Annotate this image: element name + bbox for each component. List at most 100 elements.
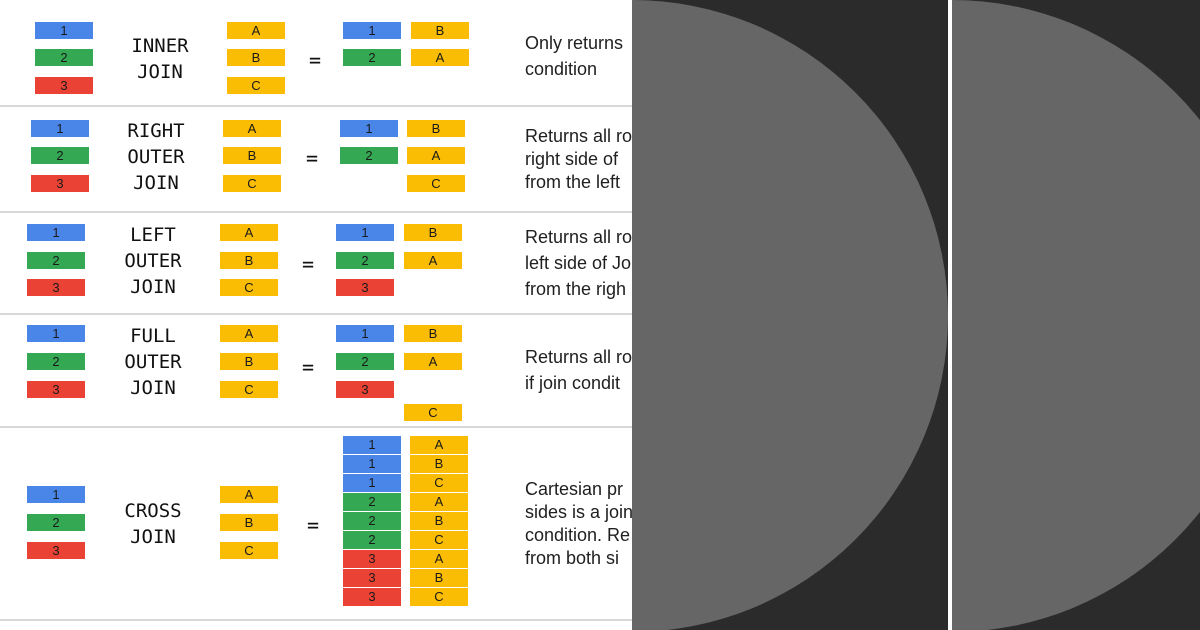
cell-b: B [220,252,278,269]
panel-divider [948,0,952,630]
description-line: Returns all ro [525,126,632,146]
cell-2: 2 [343,493,401,511]
cell-b: B [410,512,468,530]
cell-2: 2 [343,49,401,66]
equals-sign: = [307,513,320,537]
cell-2: 2 [27,252,85,269]
cell-1: 1 [35,22,93,39]
cell-b: B [410,455,468,473]
description-line: if join condit [525,373,621,393]
join-label-line: LEFT [130,224,176,246]
equals-sign: = [302,252,315,276]
row-separator [0,211,632,213]
cell-a: A [223,120,281,137]
cell-a: A [404,353,462,370]
description-line: Only returns [525,33,624,53]
cell-c: C [227,77,285,94]
cell-a: A [410,550,468,568]
cell-b: B [411,22,469,39]
join-label-line: OUTER [127,146,185,168]
cell-3: 3 [27,381,85,398]
description-line: from the left [525,172,621,192]
cell-2: 2 [343,512,401,530]
cell-a: A [220,486,278,503]
cell-1: 1 [31,120,89,137]
cell-3: 3 [343,588,401,606]
cell-3: 3 [343,569,401,587]
join-label: CROSS JOIN [108,498,198,550]
cell-a: A [220,325,278,342]
half-disc-right [952,0,1200,630]
cell-b: B [223,147,281,164]
description-line: condition. Re [525,525,631,545]
cell-b: B [407,120,465,137]
equals-sign: = [302,355,315,379]
cell-c: C [220,279,278,296]
join-label-line: RIGHT [127,120,185,142]
join-label: RIGHT OUTER JOIN [111,118,201,196]
description-line: Returns all ro [525,227,632,247]
cell-b: B [410,569,468,587]
cell-b: B [404,325,462,342]
description-line: Cartesian pr [525,479,624,499]
cell-b: B [227,49,285,66]
description-line: from the righ [525,279,627,299]
cell-2: 2 [35,49,93,66]
join-label: FULL OUTER JOIN [108,323,198,401]
join-label: INNER JOIN [115,33,205,85]
cell-c: C [220,381,278,398]
join-label-line: FULL [130,325,176,347]
cell-2: 2 [336,353,394,370]
equals-sign: = [306,146,319,170]
cell-1: 1 [27,486,85,503]
cell-2: 2 [343,531,401,549]
cell-c: C [220,542,278,559]
join-label-line: JOIN [130,377,176,399]
description-line: Returns all ro [525,347,632,367]
equals-sign: = [309,48,322,72]
cell-1: 1 [27,325,85,342]
description-line: left side of Jo [525,253,632,273]
cell-c: C [223,175,281,192]
join-label-line: JOIN [130,526,176,548]
cell-1: 1 [336,325,394,342]
cell-2: 2 [340,147,398,164]
description-line: condition [525,59,598,79]
cell-2: 2 [336,252,394,269]
join-label-line: JOIN [130,276,176,298]
join-label-line: OUTER [124,250,182,272]
cell-a: A [407,147,465,164]
cell-c: C [410,474,468,492]
cell-3: 3 [35,77,93,94]
cell-c: C [410,588,468,606]
cell-1: 1 [343,436,401,454]
cell-1: 1 [343,22,401,39]
row-separator [0,313,632,315]
cell-a: A [227,22,285,39]
join-label-line: OUTER [124,351,182,373]
description-line: from both si [525,548,620,568]
join-label: LEFT OUTER JOIN [108,222,198,300]
cell-c: C [410,531,468,549]
cell-3: 3 [343,550,401,568]
dark-panels [632,0,1200,630]
cell-a: A [410,493,468,511]
cell-3: 3 [336,381,394,398]
cell-2: 2 [31,147,89,164]
description-line: sides is a join [525,502,632,522]
cell-b: B [220,353,278,370]
description-line: right side of [525,149,619,169]
cell-1: 1 [343,455,401,473]
cell-c: C [404,404,462,421]
cell-b: B [220,514,278,531]
row-separator [0,426,632,428]
cell-b: B [404,224,462,241]
half-disc-left [632,0,948,630]
cell-a: A [410,436,468,454]
cell-1: 1 [336,224,394,241]
cell-2: 2 [27,353,85,370]
cell-a: A [220,224,278,241]
cell-1: 1 [343,474,401,492]
cell-3: 3 [31,175,89,192]
cell-3: 3 [27,542,85,559]
